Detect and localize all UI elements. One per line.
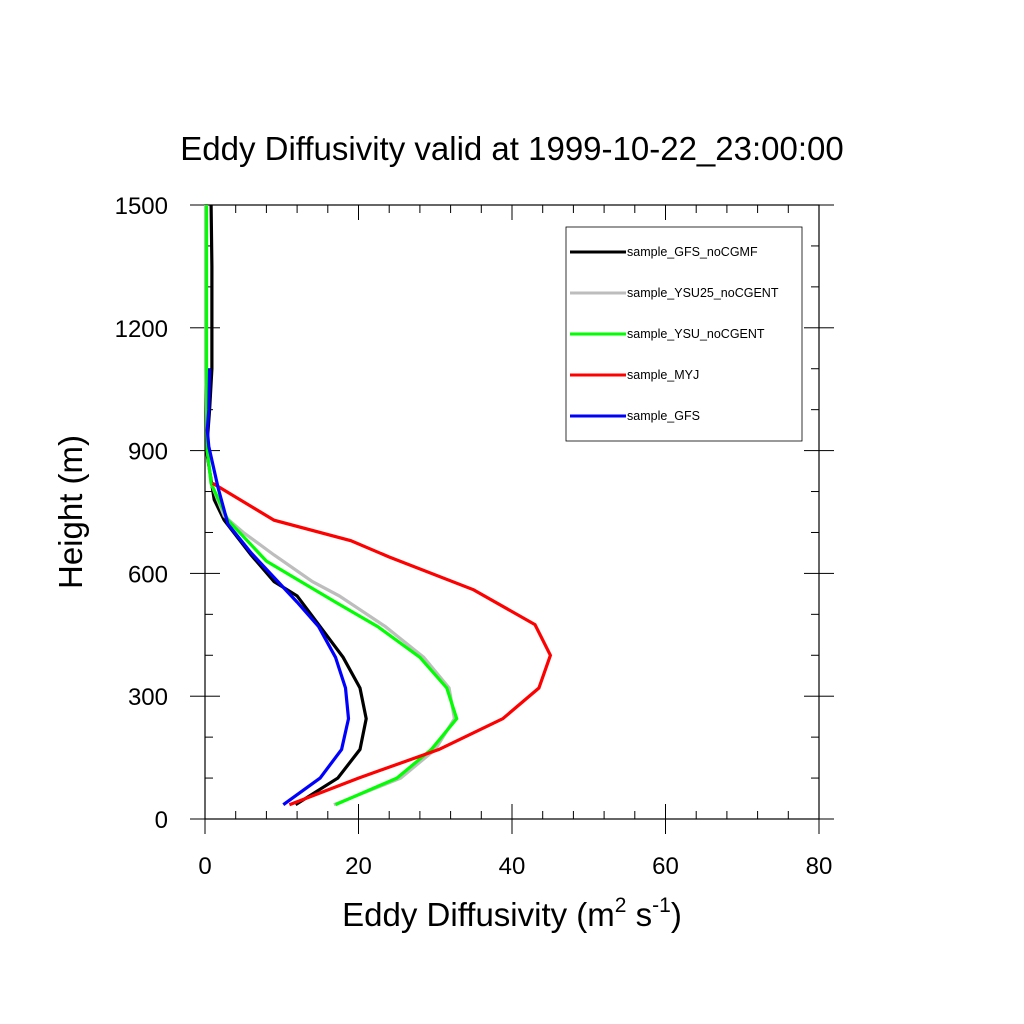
x-axis-label-sup2: -1: [652, 894, 671, 917]
series-line: [204, 204, 368, 807]
legend-label: sample_MYJ: [627, 368, 699, 382]
y-tick-label: 0: [155, 807, 168, 834]
y-axis-label: Height (m): [52, 435, 89, 589]
legend-label: sample_YSU_noCGENT: [627, 327, 765, 341]
x-axis-label-mid: s: [626, 896, 652, 933]
series-line: [205, 368, 351, 806]
series-line: [211, 481, 553, 807]
series-line: [204, 205, 459, 807]
x-axis-label-sup1: 2: [615, 894, 627, 917]
series-line: [204, 205, 457, 807]
y-tick-label: 1500: [115, 193, 168, 220]
legend-label: sample_YSU25_noCGENT: [627, 286, 779, 300]
x-tick-label: 20: [345, 853, 372, 880]
y-tick-label: 600: [128, 561, 168, 588]
y-tick-label: 1200: [115, 316, 168, 343]
chart-title: Eddy Diffusivity valid at 1999-10-22_23:…: [180, 130, 843, 167]
x-tick-label: 60: [652, 853, 679, 880]
legend-label: sample_GFS_noCGMF: [627, 245, 758, 259]
x-tick-label: 80: [806, 853, 833, 880]
x-tick-label: 40: [499, 853, 526, 880]
y-tick-label: 900: [128, 439, 168, 466]
y-tick-label: 300: [128, 684, 168, 711]
legend: sample_GFS_noCGMF sample_YSU25_noCGENTsam…: [565, 226, 803, 442]
legend-label: sample_GFS: [627, 409, 700, 423]
x-axis-label: Eddy Diffusivity (m2 s-1): [342, 894, 682, 933]
x-axis-label-main: Eddy Diffusivity (m: [342, 896, 615, 933]
x-axis-label-end: ): [671, 896, 682, 933]
x-tick-label: 0: [198, 853, 211, 880]
